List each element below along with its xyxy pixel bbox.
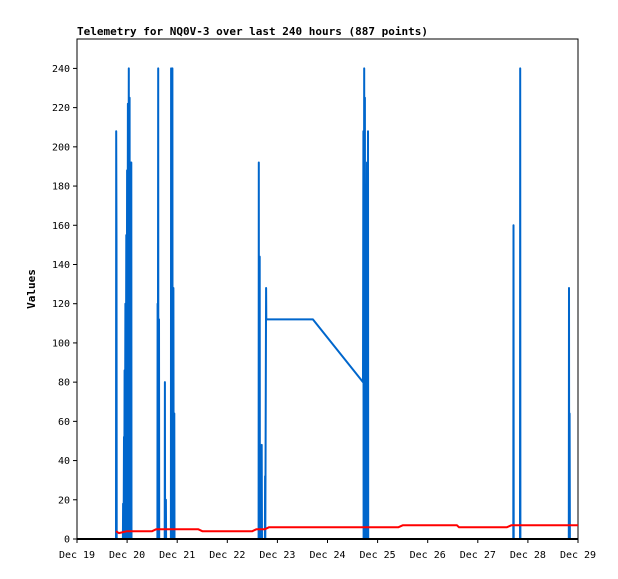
- series-1-line: [115, 67, 571, 540]
- y-tick-label: 220: [52, 103, 70, 114]
- x-tick-label: Dec 22: [209, 550, 245, 561]
- y-axis: 0 20 40 60 80 100 120 140 160 180 200 220 240: [52, 64, 77, 546]
- x-tick-label: Dec 20: [109, 550, 145, 561]
- y-tick-label: 100: [52, 338, 70, 349]
- x-tick-label: Dec 25: [360, 550, 396, 561]
- y-tick-label: 240: [52, 64, 70, 75]
- y-tick-label: 40: [58, 456, 70, 467]
- x-tick-label: Dec 27: [460, 550, 496, 561]
- y-tick-label: 160: [52, 221, 70, 232]
- y-tick-label: 200: [52, 142, 70, 153]
- y-tick-label: 80: [58, 378, 70, 389]
- x-tick-label: Dec 28: [510, 550, 546, 561]
- plot-frame: [76, 38, 579, 540]
- x-tick-label: Dec 19: [59, 550, 95, 561]
- y-axis-label: Values: [25, 269, 38, 309]
- y-tick-label: 180: [52, 182, 70, 193]
- y-tick-label: 20: [58, 495, 70, 506]
- x-tick-label: Dec 29: [560, 550, 596, 561]
- x-tick-label: Dec 23: [259, 550, 295, 561]
- series-2-line: [115, 524, 578, 535]
- y-tick-label: 0: [64, 535, 70, 546]
- series-layer: [115, 67, 578, 540]
- y-tick-label: 60: [58, 417, 70, 428]
- x-tick-label: Dec 24: [309, 550, 345, 561]
- y-tick-label: 120: [52, 299, 70, 310]
- chart-title: Telemetry for NQ0V-3 over last 240 hours…: [77, 25, 428, 38]
- x-axis: Dec 19 Dec 20 Dec 21 Dec 22 Dec 23 Dec 24 Dec …: [59, 539, 596, 561]
- x-tick-label: Dec 26: [410, 550, 446, 561]
- x-tick-label: Dec 21: [159, 550, 195, 561]
- y-tick-label: 140: [52, 260, 70, 271]
